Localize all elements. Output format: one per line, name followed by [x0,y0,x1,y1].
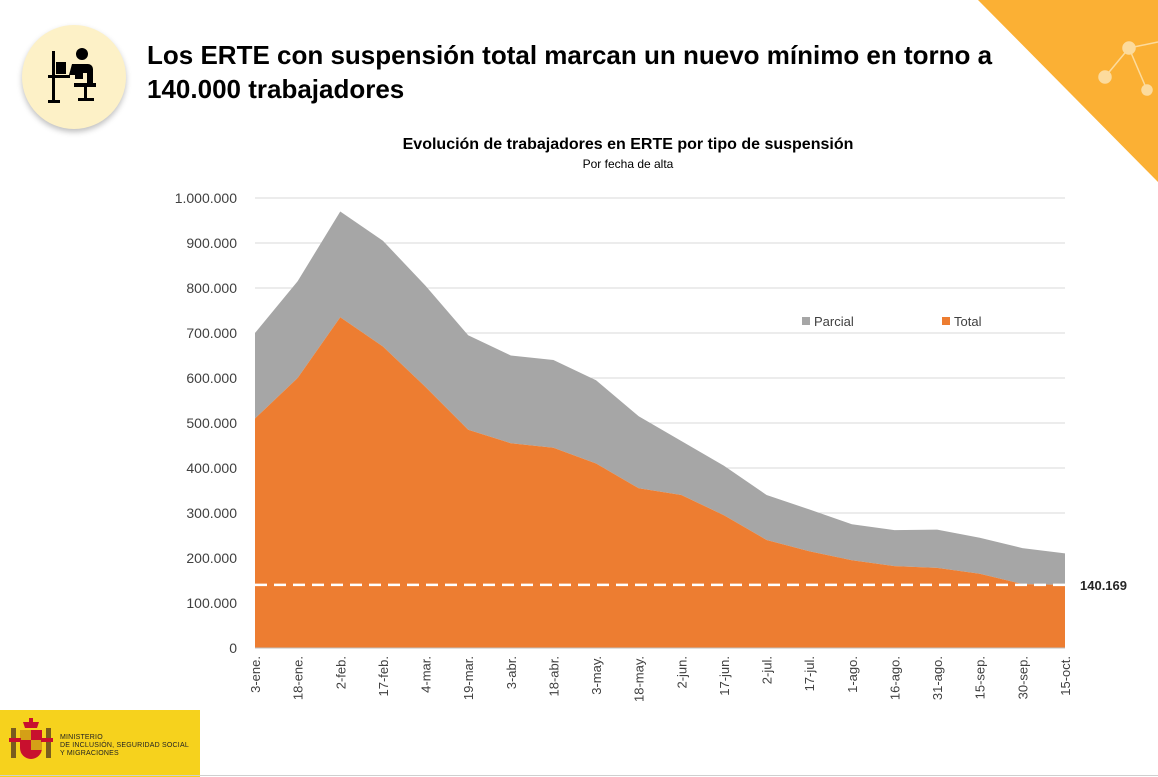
area-parcial [255,211,1065,585]
corner-decoration [978,0,1158,182]
legend-swatch [802,317,810,325]
y-tick-label: 1.000.000 [175,190,237,206]
x-tick-label: 4-mar. [419,656,434,693]
y-tick-label: 500.000 [186,415,237,431]
y-tick-label: 200.000 [186,550,237,566]
x-tick-label: 31-ago. [930,656,945,700]
x-tick-label: 3-ene. [248,656,263,693]
footer-divider [0,775,1158,776]
chart-subtitle: Por fecha de alta [582,157,674,171]
network-nodes-icon [1098,41,1158,96]
legend-swatch [942,317,950,325]
legend-label: Parcial [814,314,854,329]
y-tick-label: 900.000 [186,235,237,251]
x-tick-label: 2-jun. [674,656,689,689]
x-tick-label: 18-may. [632,656,647,702]
y-tick-label: 100.000 [186,595,237,611]
legend-label: Total [954,314,982,329]
area-total [255,317,1065,648]
x-tick-label: 19-mar. [461,656,476,700]
x-tick-label: 2-feb. [333,656,348,689]
spain-coat-of-arms-icon [9,718,53,759]
header-icon-badge [22,25,126,129]
y-tick-label: 300.000 [186,505,237,521]
ministry-logo-block: MINISTERIO DE INCLUSIÓN, SEGURIDAD SOCIA… [0,710,200,777]
x-tick-label: 2-jul. [760,656,775,684]
x-tick-label: 17-jun. [717,656,732,696]
chart-title: Evolución de trabajadores en ERTE por ti… [402,136,854,153]
x-tick-label: 18-abr. [546,656,561,696]
ministry-name: MINISTERIO DE INCLUSIÓN, SEGURIDAD SOCIA… [60,734,200,758]
y-tick-label: 800.000 [186,280,237,296]
y-tick-label: 600.000 [186,370,237,386]
y-tick-label: 0 [229,640,237,656]
x-tick-label: 18-ene. [291,656,306,700]
reference-line-label: 140.169 [1080,578,1127,593]
x-tick-label: 17-jul. [802,656,817,691]
x-tick-label: 16-ago. [887,656,902,700]
x-tick-label: 15-sep. [973,656,988,699]
ministry-line: Y MIGRACIONES [60,750,119,757]
page-title: Los ERTE con suspensión total marcan un … [147,40,993,104]
x-tick-label: 3-may. [589,656,604,695]
y-tick-label: 700.000 [186,325,237,341]
x-tick-label: 30-sep. [1015,656,1030,699]
person-at-computer-icon [48,48,96,103]
ministry-line: MINISTERIO [60,734,103,741]
y-tick-label: 400.000 [186,460,237,476]
x-tick-label: 17-feb. [376,656,391,696]
x-tick-label: 15-oct. [1058,656,1073,696]
ministry-line: DE INCLUSIÓN, SEGURIDAD SOCIAL [60,742,189,749]
x-tick-label: 3-abr. [504,656,519,689]
x-tick-label: 1-ago. [845,656,860,693]
